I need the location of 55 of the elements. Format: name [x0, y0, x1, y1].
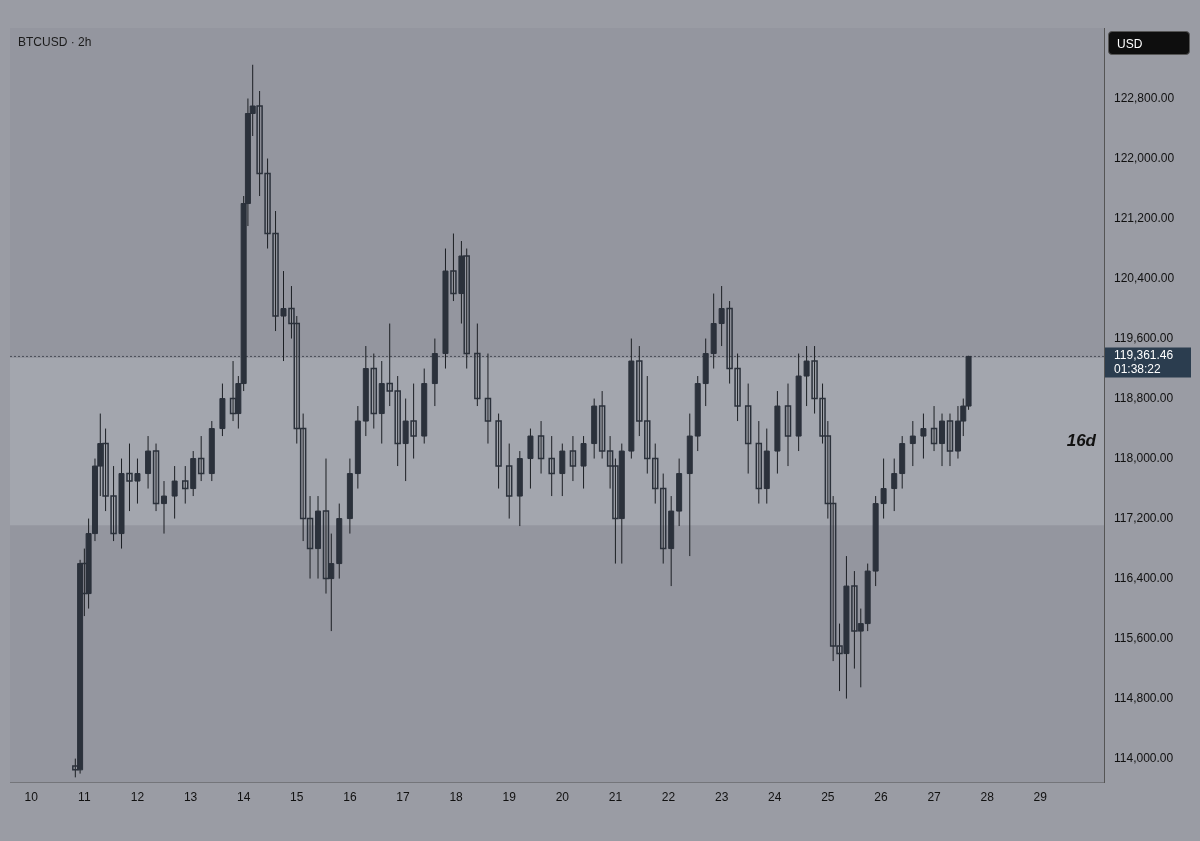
- candlestick: [152, 443, 160, 512]
- x-tick-label: 12: [130, 790, 145, 805]
- y-tick-label: 119,600.00: [1114, 330, 1174, 345]
- x-tick-label: 23: [714, 790, 729, 805]
- candlestick: [755, 420, 763, 505]
- x-tick-label: 26: [874, 790, 888, 805]
- candlestick: [659, 473, 667, 565]
- x-tick-label: 28: [980, 790, 995, 805]
- x-tick-label: 25: [821, 790, 835, 805]
- y-tick-label: 122,000.00: [1114, 150, 1175, 165]
- candlestick: [322, 458, 330, 595]
- y-tick-label: 114,000.00: [1114, 750, 1174, 765]
- x-tick-label: 16: [343, 790, 357, 805]
- x-tick-label: 14: [236, 790, 251, 805]
- x-tick-label: 11: [78, 790, 91, 805]
- x-tick-label: 17: [396, 790, 410, 805]
- candlestick: [569, 435, 577, 482]
- x-tick-label: 20: [555, 790, 570, 805]
- candlestick: [505, 443, 513, 520]
- text: USD: [1108, 31, 1190, 55]
- band-label: 16d: [1066, 431, 1097, 451]
- y-tick-label: 122,800.00: [1114, 90, 1175, 105]
- y-tick-label: 117,200.00: [1114, 510, 1174, 525]
- x-tick-label: 18: [449, 790, 464, 805]
- x-tick-label: 21: [608, 790, 623, 805]
- candlestick: [537, 420, 545, 475]
- candlestick: [598, 390, 606, 460]
- x-tick-label: 29: [1033, 790, 1048, 805]
- candlestick: [946, 413, 954, 467]
- x-tick-label: 19: [502, 790, 517, 805]
- y-tick-label: 118,800.00: [1114, 390, 1174, 405]
- candlestick: [484, 353, 492, 445]
- x-tick-label: 15: [290, 790, 304, 805]
- candlestick: [930, 405, 938, 452]
- x-tick-label: 13: [183, 790, 198, 805]
- ref-line-label: 119,361.46: [1114, 347, 1174, 362]
- y-tick-label: 115,600.00: [1114, 630, 1174, 645]
- y-tick-label: 114,800.00: [1114, 690, 1174, 705]
- candlestick: [548, 435, 555, 497]
- text: BTCUSD · 2h: [18, 35, 92, 49]
- candlestick: [495, 413, 502, 490]
- y-tick-label: 121,200.00: [1114, 210, 1175, 225]
- candlestick: [474, 323, 481, 407]
- x-tick-label: 22: [661, 790, 676, 805]
- text: 01:38:22: [1114, 361, 1162, 376]
- y-tick-label: 116,400.00: [1114, 570, 1174, 585]
- x-tick-label: 24: [768, 790, 782, 805]
- candlestick: [744, 383, 752, 475]
- y-tick-label: 118,000.00: [1114, 450, 1174, 465]
- x-tick-label: 27: [927, 790, 942, 805]
- x-tick-label: 10: [24, 790, 39, 805]
- candlestick: [197, 435, 205, 482]
- candlestick: [784, 383, 792, 467]
- y-tick-label: 120,400.00: [1114, 270, 1175, 285]
- candlestick: [370, 353, 378, 430]
